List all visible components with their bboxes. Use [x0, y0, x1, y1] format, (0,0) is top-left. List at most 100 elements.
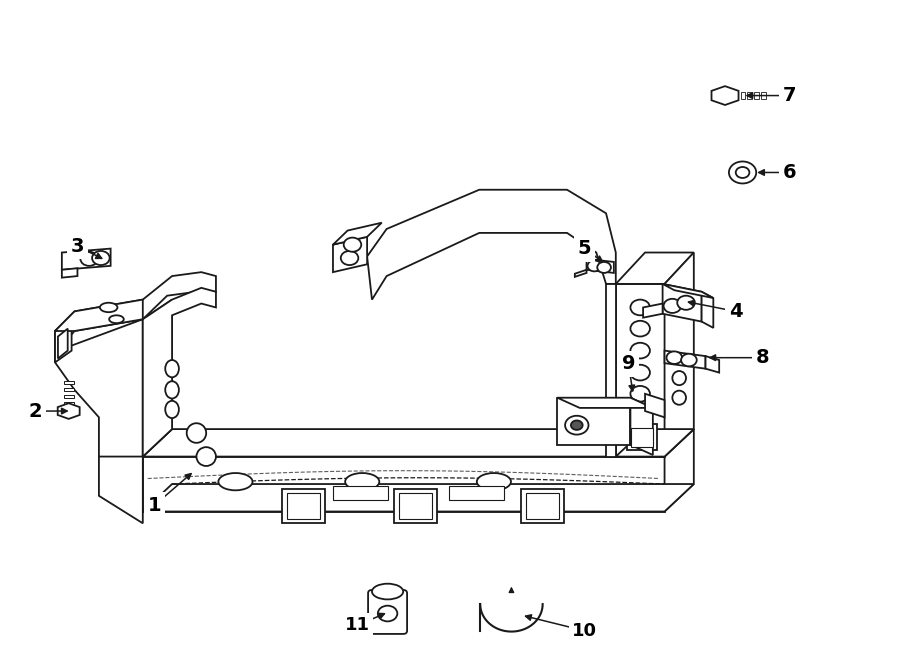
- FancyBboxPatch shape: [400, 493, 432, 520]
- Polygon shape: [62, 249, 111, 270]
- FancyBboxPatch shape: [449, 486, 504, 500]
- FancyBboxPatch shape: [754, 93, 760, 99]
- FancyBboxPatch shape: [761, 93, 766, 99]
- FancyBboxPatch shape: [394, 489, 437, 523]
- Ellipse shape: [166, 401, 179, 418]
- Polygon shape: [557, 398, 652, 408]
- Polygon shape: [143, 429, 694, 457]
- Polygon shape: [644, 304, 662, 318]
- Polygon shape: [662, 284, 702, 322]
- FancyBboxPatch shape: [632, 428, 652, 447]
- Polygon shape: [587, 259, 614, 273]
- Circle shape: [630, 406, 650, 421]
- Circle shape: [588, 260, 601, 271]
- FancyBboxPatch shape: [521, 489, 564, 523]
- Polygon shape: [62, 268, 77, 277]
- Circle shape: [341, 251, 358, 265]
- Ellipse shape: [346, 473, 379, 491]
- Polygon shape: [702, 292, 714, 328]
- Ellipse shape: [219, 473, 253, 491]
- Ellipse shape: [186, 423, 206, 443]
- FancyBboxPatch shape: [741, 93, 745, 99]
- Circle shape: [681, 354, 697, 366]
- Polygon shape: [55, 272, 216, 362]
- Ellipse shape: [166, 381, 179, 399]
- Polygon shape: [645, 394, 664, 417]
- FancyBboxPatch shape: [747, 93, 752, 99]
- Text: 7: 7: [783, 86, 796, 105]
- Polygon shape: [712, 86, 739, 105]
- Polygon shape: [55, 319, 72, 362]
- Ellipse shape: [672, 391, 686, 404]
- Polygon shape: [99, 457, 143, 523]
- Circle shape: [663, 299, 681, 313]
- Ellipse shape: [196, 447, 216, 466]
- Circle shape: [571, 420, 582, 430]
- FancyBboxPatch shape: [333, 486, 388, 500]
- Ellipse shape: [372, 584, 403, 599]
- Circle shape: [735, 167, 750, 178]
- Polygon shape: [575, 270, 587, 277]
- FancyBboxPatch shape: [287, 493, 320, 520]
- FancyBboxPatch shape: [64, 395, 74, 398]
- Circle shape: [565, 416, 589, 434]
- Circle shape: [667, 352, 682, 364]
- Circle shape: [344, 238, 361, 252]
- Polygon shape: [664, 252, 694, 457]
- Circle shape: [729, 162, 756, 183]
- Circle shape: [630, 321, 650, 336]
- Circle shape: [598, 262, 611, 273]
- Polygon shape: [143, 288, 216, 457]
- Text: 3: 3: [71, 237, 85, 256]
- Text: 5: 5: [578, 239, 591, 258]
- Text: 6: 6: [783, 163, 796, 182]
- Polygon shape: [706, 356, 719, 373]
- Polygon shape: [58, 328, 68, 358]
- Circle shape: [630, 343, 650, 358]
- Polygon shape: [616, 429, 694, 457]
- FancyBboxPatch shape: [627, 424, 657, 450]
- Polygon shape: [662, 284, 714, 298]
- Ellipse shape: [100, 303, 117, 312]
- Polygon shape: [58, 403, 80, 419]
- Text: 10: 10: [572, 622, 597, 639]
- Circle shape: [630, 386, 650, 402]
- Ellipse shape: [477, 473, 511, 491]
- Text: 1: 1: [148, 496, 161, 515]
- FancyBboxPatch shape: [64, 402, 74, 404]
- Ellipse shape: [109, 315, 124, 323]
- Circle shape: [92, 251, 110, 265]
- Text: 9: 9: [622, 354, 635, 373]
- Ellipse shape: [672, 371, 686, 385]
- Polygon shape: [367, 190, 616, 300]
- FancyBboxPatch shape: [368, 590, 407, 634]
- Polygon shape: [143, 484, 694, 512]
- Polygon shape: [606, 284, 616, 457]
- Text: 11: 11: [345, 616, 370, 634]
- Polygon shape: [664, 429, 694, 512]
- Polygon shape: [55, 300, 143, 331]
- Circle shape: [630, 365, 650, 381]
- Text: 4: 4: [729, 302, 742, 321]
- Polygon shape: [143, 300, 172, 457]
- Polygon shape: [616, 284, 664, 457]
- Polygon shape: [55, 319, 143, 472]
- Circle shape: [80, 252, 98, 266]
- Circle shape: [378, 606, 397, 622]
- FancyBboxPatch shape: [526, 493, 559, 520]
- Ellipse shape: [166, 360, 179, 377]
- FancyBboxPatch shape: [64, 381, 74, 383]
- FancyBboxPatch shape: [283, 489, 325, 523]
- Polygon shape: [616, 252, 694, 284]
- Circle shape: [677, 296, 695, 310]
- Text: 2: 2: [29, 402, 42, 420]
- Circle shape: [630, 300, 650, 315]
- Polygon shape: [143, 457, 664, 512]
- Polygon shape: [664, 351, 706, 369]
- Text: 8: 8: [755, 348, 769, 367]
- Polygon shape: [333, 222, 382, 245]
- FancyBboxPatch shape: [64, 389, 74, 391]
- Polygon shape: [333, 237, 367, 272]
- Polygon shape: [630, 398, 652, 455]
- Polygon shape: [557, 398, 630, 445]
